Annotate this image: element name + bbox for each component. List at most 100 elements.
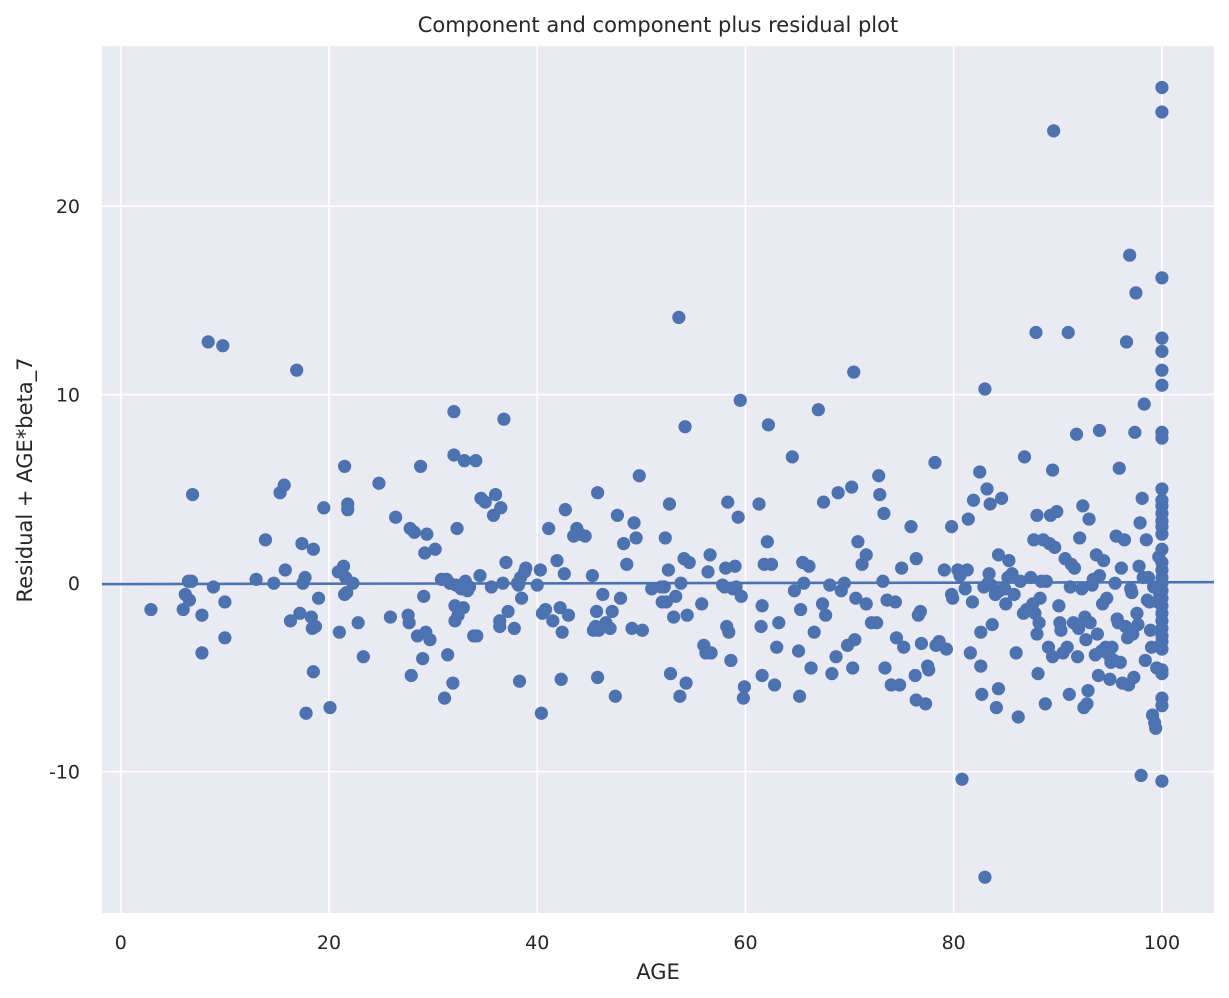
data-point — [794, 602, 808, 617]
data-point — [372, 476, 386, 490]
data-point — [184, 574, 199, 588]
data-point — [416, 651, 430, 666]
data-point — [332, 625, 346, 639]
data-point — [407, 525, 421, 539]
data-point — [722, 625, 736, 639]
data-point — [1072, 621, 1086, 635]
data-point — [1155, 482, 1169, 496]
data-point — [447, 448, 461, 462]
data-point — [1127, 670, 1141, 685]
data-point — [787, 584, 801, 598]
data-point — [873, 487, 887, 502]
data-point — [218, 595, 232, 609]
x-tick-label: 40 — [525, 932, 549, 954]
data-point — [1137, 397, 1151, 411]
data-point — [768, 678, 782, 692]
data-point — [791, 644, 806, 658]
data-point — [1032, 616, 1046, 630]
data-point — [201, 335, 215, 349]
data-point — [908, 668, 922, 683]
data-point — [1027, 533, 1041, 547]
data-point — [772, 616, 786, 630]
data-point — [914, 636, 929, 651]
x-tick-label: 20 — [317, 932, 341, 954]
data-point — [591, 486, 605, 500]
fit-line — [101, 580, 1215, 586]
data-point — [904, 520, 918, 534]
data-point — [825, 667, 839, 681]
data-point — [337, 459, 352, 473]
grid-lines — [102, 46, 1214, 913]
data-point — [802, 559, 816, 573]
data-point — [785, 450, 799, 464]
data-point — [470, 629, 484, 643]
data-point — [627, 516, 641, 530]
data-point — [389, 510, 403, 524]
data-point — [731, 510, 745, 524]
data-point — [1038, 697, 1052, 711]
data-point — [557, 567, 571, 581]
data-point — [680, 608, 694, 622]
data-point — [258, 533, 273, 547]
data-point — [966, 493, 981, 507]
data-point — [1009, 646, 1023, 660]
data-point — [760, 535, 774, 549]
data-point — [423, 633, 437, 647]
data-point — [414, 459, 428, 473]
data-point — [341, 503, 355, 517]
data-point — [1134, 768, 1148, 783]
data-point — [678, 420, 692, 434]
data-point — [1017, 450, 1032, 464]
data-point — [737, 680, 752, 694]
data-point — [755, 599, 769, 613]
data-point — [277, 478, 291, 492]
data-point — [974, 625, 988, 639]
data-point — [793, 689, 807, 703]
data-point — [317, 501, 331, 515]
data-point — [724, 653, 738, 668]
data-point — [974, 659, 988, 673]
data-point — [1155, 271, 1169, 285]
y-tick-labels: -10 0 10 20 — [49, 196, 80, 783]
data-point — [578, 529, 592, 543]
data-point — [585, 569, 600, 583]
data-point — [182, 593, 197, 607]
data-point — [973, 465, 987, 479]
data-point — [955, 772, 969, 786]
data-point — [507, 621, 521, 635]
data-point — [499, 555, 513, 570]
data-point — [1155, 431, 1169, 445]
data-point — [530, 578, 544, 592]
data-point — [1091, 668, 1106, 683]
data-point — [851, 535, 865, 549]
data-point — [816, 495, 831, 509]
data-point — [632, 469, 646, 483]
data-point — [195, 608, 209, 622]
data-point — [428, 542, 442, 556]
data-point — [1113, 655, 1127, 669]
data-point — [635, 623, 649, 637]
data-point — [937, 563, 951, 577]
data-point — [1155, 542, 1169, 556]
x-axis-label: AGE — [636, 960, 680, 984]
data-point — [1073, 531, 1087, 545]
data-point — [849, 591, 863, 605]
data-point — [1075, 582, 1089, 596]
data-point — [591, 670, 605, 685]
data-point — [1119, 335, 1134, 349]
data-point — [982, 567, 996, 581]
data-point — [447, 405, 461, 419]
data-point — [876, 574, 890, 588]
data-point — [1081, 683, 1095, 698]
data-point — [1155, 105, 1169, 119]
data-point — [669, 589, 683, 603]
data-point — [1112, 461, 1126, 475]
data-point — [872, 469, 886, 483]
data-point — [1052, 599, 1066, 613]
data-point — [721, 495, 735, 509]
data-point — [603, 621, 617, 635]
data-point — [323, 700, 337, 715]
data-point — [679, 676, 693, 690]
data-point — [1155, 331, 1169, 345]
